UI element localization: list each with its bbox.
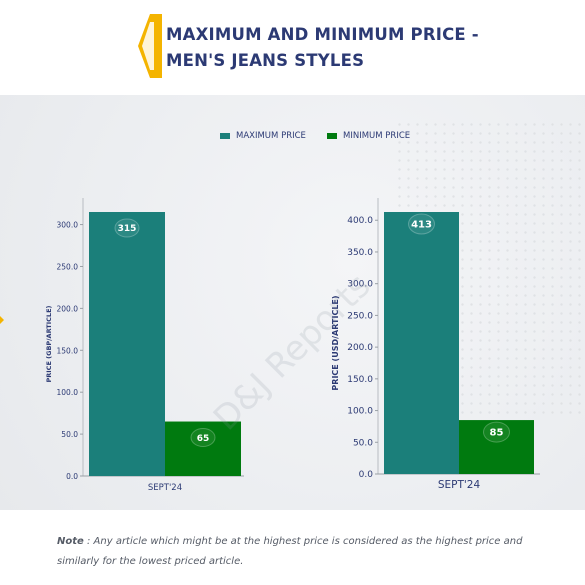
gbp-data-label: 65 — [197, 434, 210, 444]
gbp-x-tick-label: SEPT'24 — [148, 483, 182, 493]
usd-y-axis-label: PRICE (USD/ARTICLE) — [331, 295, 340, 390]
gbp-data-label-badge — [190, 428, 216, 448]
legend-swatch-minimum — [327, 133, 337, 139]
usd-y-tick-label: 50.0 — [353, 438, 373, 448]
usd-y-tick-label: 150.0 — [347, 375, 373, 385]
title-line-1: MAXIMUM AND MINIMUM PRICE - — [166, 25, 479, 44]
usd-y-tick-label: 300.0 — [347, 280, 373, 290]
gbp-y-tick-label: 100.0 — [57, 388, 79, 397]
usd-data-label-badge — [408, 213, 435, 235]
usd-y-tick-label: 350.0 — [347, 248, 373, 258]
gbp-data-label: 315 — [118, 224, 137, 234]
logo-chevron-icon — [138, 14, 162, 78]
gbp-y-tick-label: 300.0 — [57, 221, 79, 230]
note-label: Note — [57, 536, 84, 547]
gbp-y-tick-label: 50.0 — [61, 430, 78, 439]
usd-data-label: 85 — [490, 428, 504, 439]
usd-data-label: 413 — [411, 220, 432, 231]
title-line-2: MEN'S JEANS STYLES — [166, 51, 365, 70]
legend: MAXIMUM PRICE MINIMUM PRICE — [0, 131, 585, 147]
gbp-bar-maximum — [89, 212, 165, 476]
usd-data-label-badge — [483, 421, 510, 443]
usd-y-tick-label: 200.0 — [347, 343, 373, 353]
page-title: MAXIMUM AND MINIMUM PRICE - MEN'S JEANS … — [166, 22, 479, 74]
usd-y-tick-label: 400.0 — [347, 216, 373, 226]
legend-item-maximum: MAXIMUM PRICE — [220, 131, 306, 141]
usd-y-tick-label: 0.0 — [359, 470, 374, 480]
left-edge-marker — [0, 316, 4, 324]
usd-x-tick-label: SEPT'24 — [438, 479, 481, 491]
gbp-y-tick-label: 150.0 — [57, 346, 79, 355]
legend-item-minimum: MINIMUM PRICE — [327, 131, 410, 141]
gbp-bar-minimum — [165, 421, 241, 476]
gbp-y-tick-label: 0.0 — [66, 472, 78, 481]
gbp-y-axis-label: PRICE (GBP/ARTICLE) — [45, 305, 53, 382]
usd-y-tick-label: 100.0 — [347, 407, 373, 417]
usd-bar-minimum — [459, 420, 534, 474]
legend-label-minimum: MINIMUM PRICE — [343, 131, 411, 141]
usd-bar-maximum — [384, 212, 459, 474]
gbp-data-label-badge — [114, 218, 140, 238]
gbp-y-tick-label: 250.0 — [57, 262, 79, 271]
usd-y-tick-label: 250.0 — [347, 311, 373, 321]
gbp-y-tick-label: 200.0 — [57, 304, 79, 313]
note-text: : Any article which might be at the high… — [57, 536, 523, 567]
footnote: Note : Any article which might be at the… — [57, 532, 557, 572]
legend-swatch-maximum — [220, 133, 230, 139]
legend-label-maximum: MAXIMUM PRICE — [236, 131, 306, 141]
